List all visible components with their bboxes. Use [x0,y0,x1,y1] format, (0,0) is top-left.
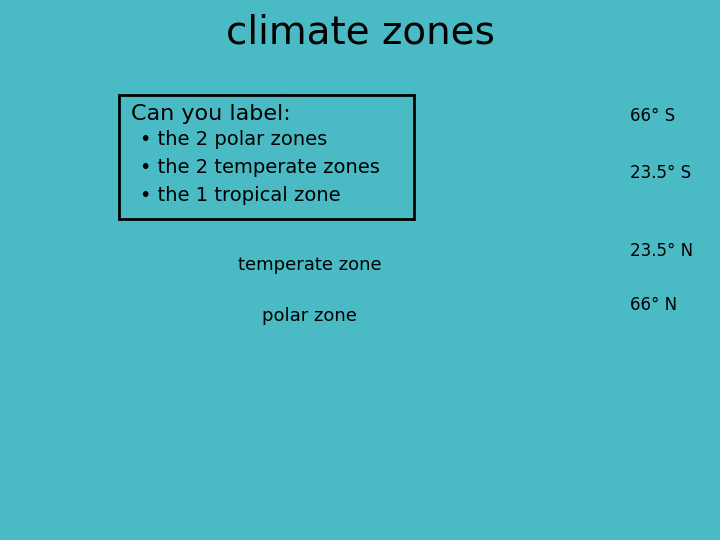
Text: • the 1 tropical zone: • the 1 tropical zone [140,186,341,205]
Text: temperate zone: temperate zone [238,255,382,274]
Text: temperate zone: temperate zone [238,145,382,163]
Text: climate zones: climate zones [225,14,495,51]
Text: polar zone: polar zone [262,93,357,112]
Text: 23.5° S: 23.5° S [630,164,691,182]
Text: • the 2 temperate zones: • the 2 temperate zones [140,158,380,177]
FancyBboxPatch shape [119,94,414,219]
Text: 66° S: 66° S [630,107,675,125]
Text: Can you label:: Can you label: [131,104,291,124]
Text: tropical zone: tropical zone [251,201,368,220]
Text: polar zone: polar zone [262,307,357,325]
Text: 66° N: 66° N [630,296,677,314]
Text: 23.5° N: 23.5° N [630,242,693,260]
Text: • the 2 polar zones: • the 2 polar zones [140,130,328,148]
